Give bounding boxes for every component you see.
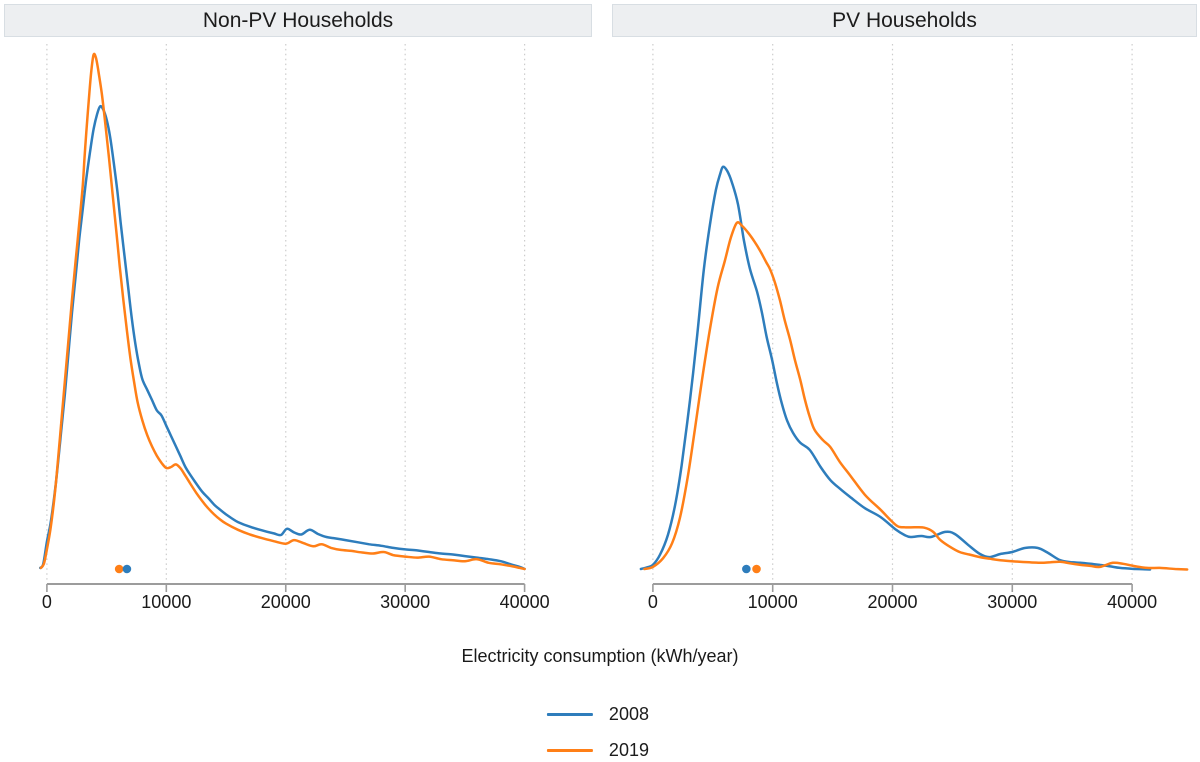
density-curve-2019	[643, 221, 1189, 571]
panel-title-pv: PV Households	[612, 4, 1197, 37]
x-axis-title: Electricity consumption (kWh/year)	[461, 646, 739, 666]
x-tick-label: 0	[647, 592, 658, 612]
x-tick-label: 30000	[380, 592, 431, 612]
x-tick-label: 20000	[867, 592, 918, 612]
x-tick-label: 20000	[260, 592, 311, 612]
legend-label-2008: 2008	[608, 703, 649, 724]
legend-item-2008: 2008	[546, 702, 649, 726]
x-tick-label: 0	[41, 592, 52, 612]
panel-title-non-pv-label: Non-PV Households	[202, 8, 394, 32]
x-tick-label: 40000	[499, 592, 550, 612]
x-tick-label: 30000	[987, 592, 1038, 612]
mean-dot-2008	[122, 564, 132, 574]
density-curve-2008	[639, 165, 1152, 571]
panel-title-pv-label: PV Households	[832, 8, 977, 32]
density-curve-2019	[39, 52, 526, 571]
legend-label-2019: 2019	[608, 739, 649, 760]
density-curve-2008	[39, 104, 526, 571]
x-tick-label: 40000	[1107, 592, 1158, 612]
x-tick-label: 10000	[747, 592, 798, 612]
legend: 2008 2019	[546, 702, 649, 762]
legend-line-2008-icon	[546, 712, 593, 716]
mean-dot-2008	[742, 564, 751, 574]
legend-item-2019: 2019	[546, 738, 649, 762]
panel-title-non-pv: Non-PV Households	[4, 4, 592, 37]
x-tick-label: 10000	[141, 592, 192, 612]
mean-dot-2019	[114, 564, 124, 574]
mean-dot-2019	[752, 564, 761, 574]
legend-line-2019-icon	[546, 748, 593, 752]
